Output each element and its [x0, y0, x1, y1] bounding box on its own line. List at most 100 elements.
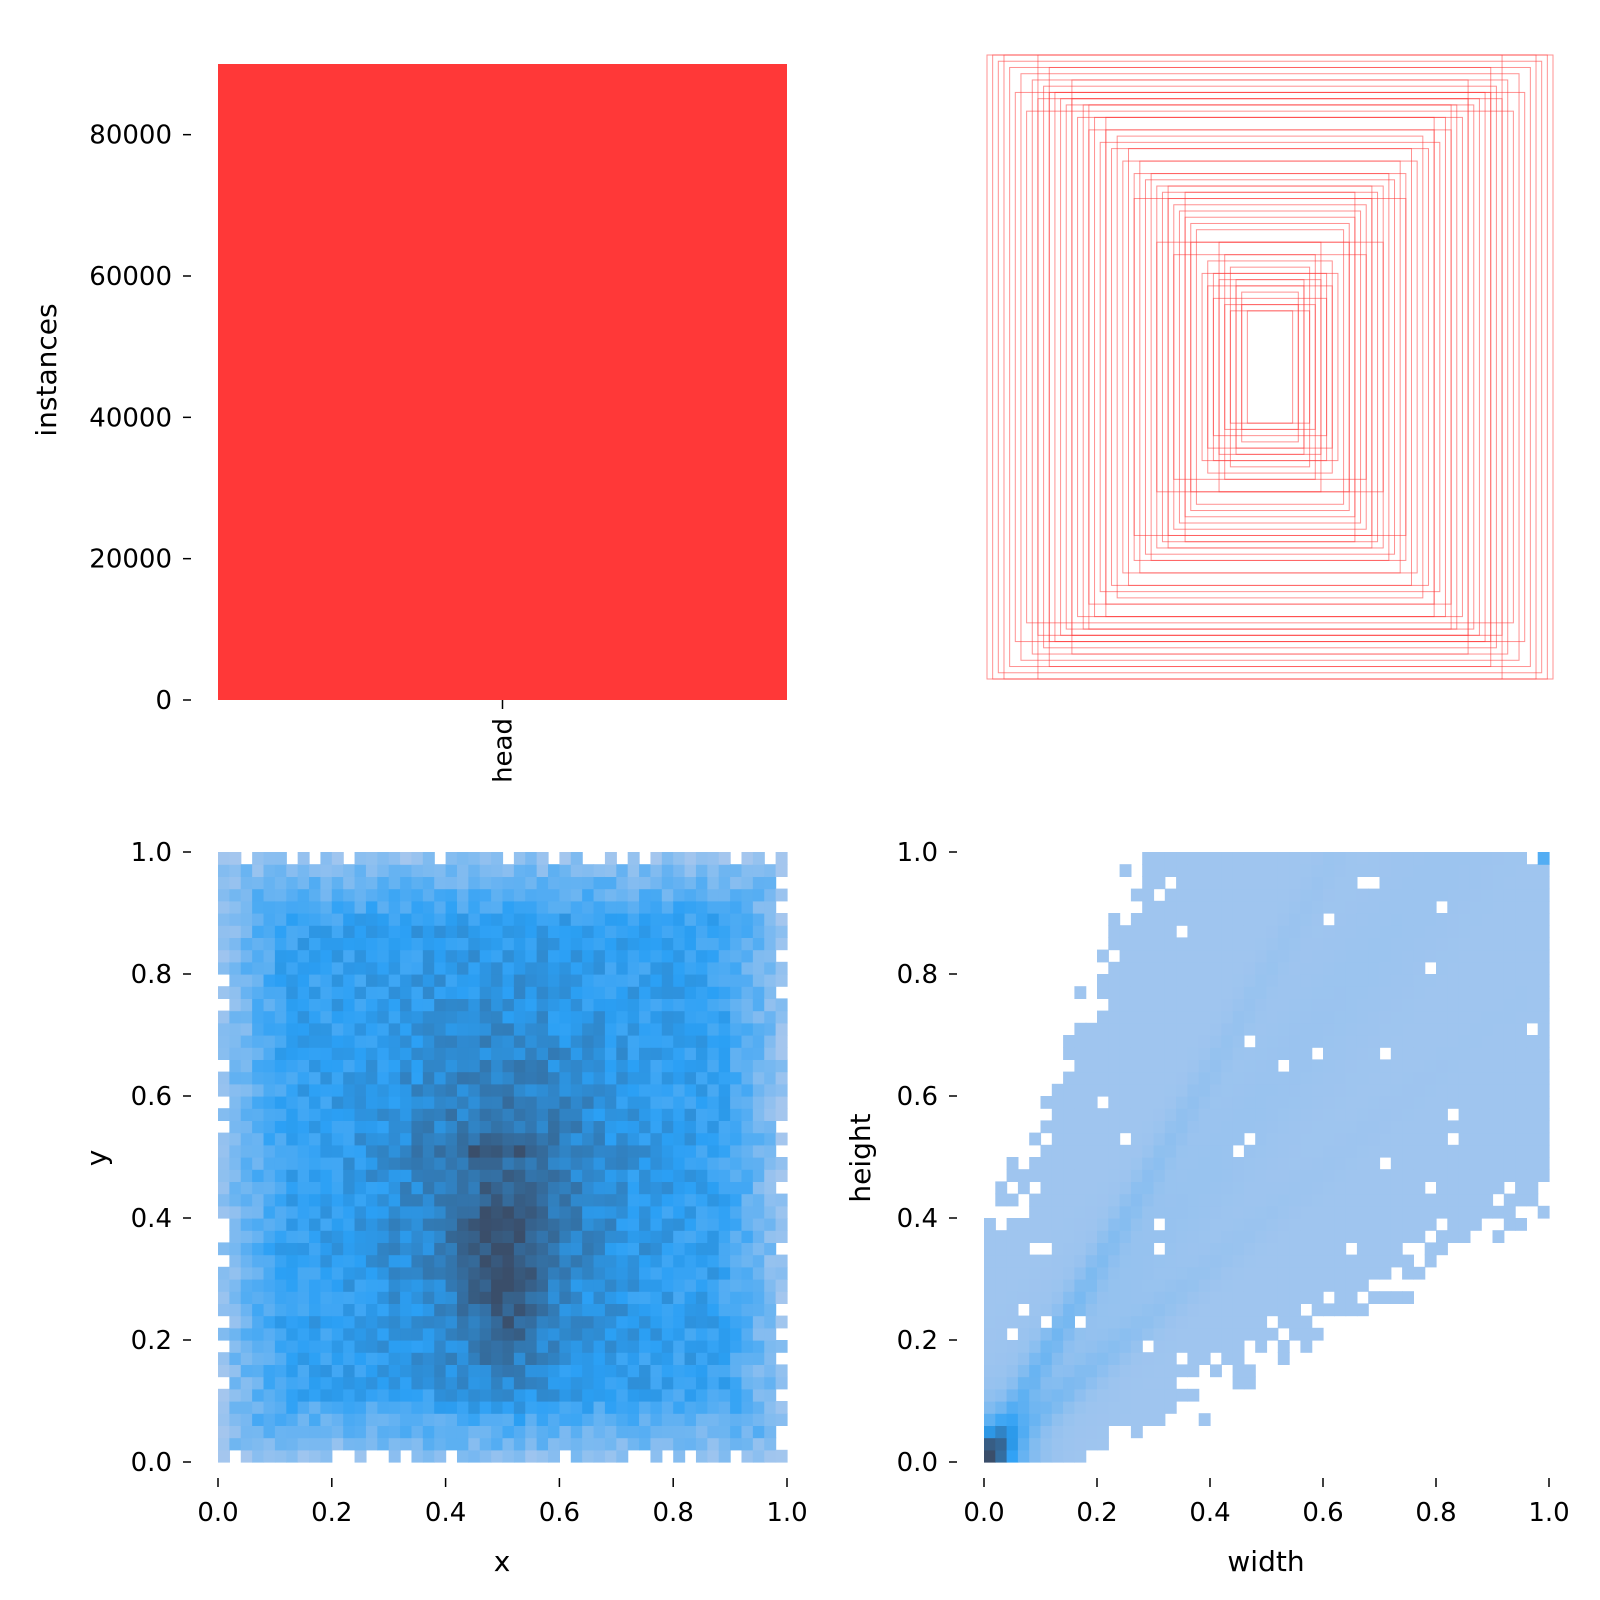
- heatmap-cell: [434, 1035, 447, 1048]
- heatmap-cell: [695, 1157, 708, 1170]
- heatmap-cell: [1153, 1083, 1166, 1097]
- heatmap-cell: [1108, 913, 1121, 926]
- heatmap-cell: [684, 852, 697, 865]
- heatmap-cell: [1074, 1266, 1087, 1280]
- heatmap-cell: [741, 1327, 754, 1341]
- heatmap-cell: [388, 1254, 401, 1268]
- heatmap-cell: [1390, 1230, 1403, 1243]
- heatmap-cell: [468, 1401, 481, 1414]
- heatmap-cell: [1142, 1327, 1155, 1341]
- heatmap-cell: [1142, 876, 1155, 890]
- heatmap-cell: [741, 1340, 754, 1353]
- heatmap-cell: [695, 1010, 708, 1024]
- heatmap-cell: [1040, 1096, 1053, 1109]
- heatmap-cell: [673, 1376, 686, 1390]
- heatmap-cell: [1074, 1035, 1087, 1048]
- heatmap-cell: [548, 913, 560, 926]
- heatmap-cell: [695, 1437, 708, 1451]
- heatmap-cell: [1390, 1083, 1403, 1097]
- heatmap-cell: [1447, 1096, 1460, 1109]
- heatmap-cell: [286, 1218, 299, 1231]
- heatmap-cell: [1345, 1071, 1358, 1085]
- heatmap-cell: [707, 1352, 720, 1365]
- heatmap-cell: [718, 1157, 731, 1170]
- heatmap-cell: [1040, 1437, 1053, 1451]
- heatmap-cell: [1108, 961, 1121, 975]
- heatmap-cell: [684, 1266, 697, 1280]
- heatmap-cell: [1447, 986, 1460, 999]
- heatmap-cell: [1447, 852, 1460, 865]
- heatmap-cell: [1232, 1181, 1245, 1195]
- heatmap-cell: [673, 1401, 686, 1414]
- heatmap-cell: [400, 852, 413, 865]
- heatmap-cell: [673, 974, 686, 987]
- heatmap-cell: [252, 1254, 265, 1268]
- heatmap-cell: [309, 1108, 322, 1121]
- heatmap-cell: [1051, 1132, 1064, 1146]
- heatmap-cell: [1119, 1388, 1132, 1402]
- heatmap-cell: [536, 937, 549, 951]
- heatmap-cell: [1311, 1144, 1324, 1158]
- heatmap-cell: [1323, 1205, 1335, 1219]
- box-outline: [997, 60, 1543, 674]
- heatmap-cell: [468, 1388, 481, 1402]
- heatmap-cell: [1345, 888, 1358, 902]
- heatmap-cell: [434, 949, 447, 963]
- heatmap-cell: [479, 974, 492, 987]
- heatmap-cell: [388, 1449, 401, 1463]
- heatmap-cell: [1051, 1437, 1064, 1451]
- heatmap-cell: [593, 1108, 606, 1121]
- heatmap-cell: [1266, 1010, 1279, 1024]
- heatmap-cell: [1277, 1291, 1290, 1304]
- heatmap-cell: [627, 888, 640, 902]
- heatmap-cell: [343, 1376, 356, 1390]
- heatmap-cell: [434, 1376, 447, 1390]
- heatmap-cell: [525, 852, 538, 865]
- heatmap-cell: [354, 925, 367, 938]
- heatmap-cell: [616, 1425, 629, 1439]
- heatmap-cell: [377, 961, 390, 975]
- heatmap-cell: [513, 1242, 526, 1256]
- heatmap-cell: [525, 1059, 538, 1073]
- heatmap-cell: [1390, 888, 1403, 902]
- heatmap-cell: [1334, 852, 1347, 865]
- heatmap-cell: [984, 1376, 996, 1390]
- heatmap-cell: [274, 1169, 287, 1182]
- heatmap-cell: [536, 1144, 549, 1158]
- heatmap-cell: [229, 1413, 242, 1426]
- heatmap-cell: [548, 876, 560, 890]
- heatmap-cell: [639, 1059, 652, 1073]
- heatmap-cell: [274, 1340, 287, 1353]
- heatmap-cell: [695, 1352, 708, 1365]
- heatmap-cell: [1063, 1303, 1075, 1317]
- heatmap-cell: [1210, 1010, 1222, 1024]
- heatmap-cell: [377, 1364, 390, 1378]
- heatmap-cell: [593, 1413, 606, 1426]
- heatmap-cell: [536, 974, 549, 987]
- wh-y-axis: 0.00.20.40.60.81.0: [897, 838, 957, 1478]
- heatmap-cell: [695, 986, 708, 999]
- heatmap-cell: [445, 1096, 458, 1109]
- heatmap-cell: [1311, 1108, 1324, 1121]
- heatmap-cell: [400, 937, 413, 951]
- bar-y-tick-label: 0: [155, 686, 172, 716]
- heatmap-cell: [1413, 1059, 1426, 1073]
- heatmap-cell: [1447, 1144, 1460, 1158]
- heatmap-cell: [582, 1413, 595, 1426]
- heatmap-cell: [1368, 1169, 1381, 1182]
- heatmap-cell: [593, 1242, 606, 1256]
- heatmap-cell: [1356, 1083, 1369, 1097]
- heatmap-cell: [1492, 1083, 1505, 1097]
- heatmap-cell: [661, 1120, 674, 1134]
- heatmap-cell: [434, 1266, 447, 1280]
- heatmap-cell: [1334, 925, 1347, 938]
- heatmap-cell: [1345, 1193, 1358, 1207]
- heatmap-cell: [684, 1132, 697, 1146]
- heatmap-cell: [1108, 1108, 1121, 1121]
- heatmap-cell: [616, 1242, 629, 1256]
- heatmap-cell: [718, 1035, 731, 1048]
- heatmap-cell: [1232, 1303, 1245, 1317]
- heatmap-cell: [775, 1205, 788, 1219]
- heatmap-cell: [1130, 1242, 1143, 1256]
- heatmap-cell: [491, 1352, 504, 1365]
